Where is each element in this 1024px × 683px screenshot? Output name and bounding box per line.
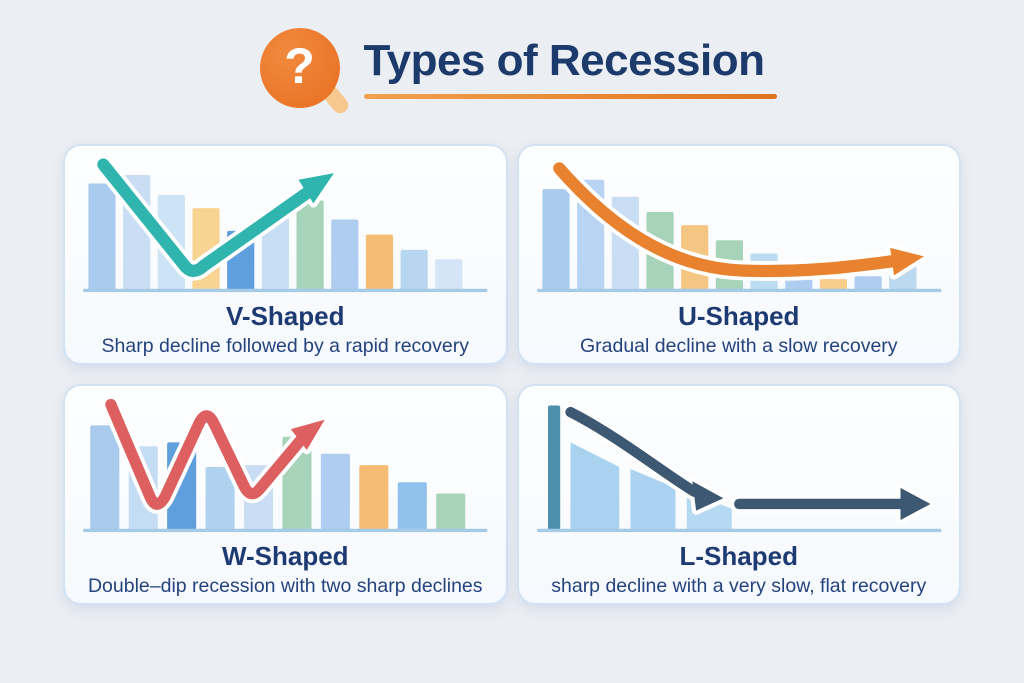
panel-l-shaped: L-Shaped sharp decline with a very slow,… — [516, 384, 961, 605]
panel-title: L-Shaped — [679, 540, 798, 571]
panel-w-shaped: W-Shaped Double–dip recession with two s… — [63, 384, 508, 605]
question-mark-icon: ? — [259, 28, 351, 117]
w-shaped-chart — [82, 397, 488, 533]
u-shaped-chart — [536, 158, 942, 293]
panel-title: V-Shaped — [226, 300, 345, 331]
panels-grid: V-Shaped Sharp decline followed by a rap… — [63, 144, 961, 605]
v-shaped-chart — [82, 157, 488, 293]
panel-subtitle: sharp decline with a very slow, flat rec… — [551, 574, 927, 597]
title-block: Types of Recession — [363, 35, 777, 100]
page-title: Types of Recession — [363, 35, 766, 85]
question-glyph: ? — [284, 38, 315, 94]
title-underline — [363, 94, 777, 100]
panel-v-shaped: V-Shaped Sharp decline followed by a rap… — [63, 144, 508, 365]
question-circle: ? — [259, 28, 340, 108]
l-shaped-chart — [536, 403, 942, 533]
panel-subtitle: Double–dip recession with two sharp decl… — [87, 574, 483, 597]
panel-title: W-Shaped — [221, 540, 349, 571]
panel-subtitle: Sharp decline followed by a rapid recove… — [101, 334, 469, 357]
panel-u-shaped: U-Shaped Gradual decline with a slow rec… — [516, 144, 961, 365]
panel-subtitle: Gradual decline with a slow recovery — [579, 334, 898, 357]
header: ? Types of Recession — [0, 0, 1024, 117]
panel-title: U-Shaped — [678, 300, 800, 331]
